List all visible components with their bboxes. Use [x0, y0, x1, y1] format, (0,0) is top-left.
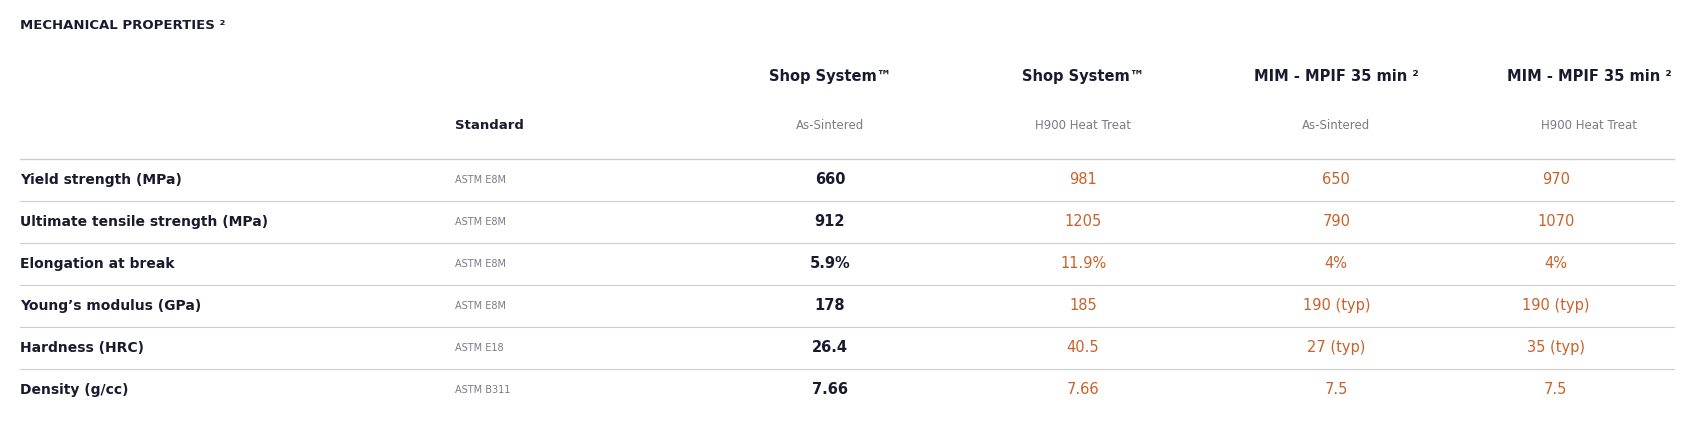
Text: Elongation at break: Elongation at break	[20, 257, 175, 271]
Text: 1205: 1205	[1064, 214, 1101, 230]
Text: Yield strength (MPa): Yield strength (MPa)	[20, 173, 182, 187]
Text: 190 (typ): 190 (typ)	[1522, 298, 1590, 314]
Text: Shop System™: Shop System™	[1022, 69, 1144, 84]
Text: Shop System™: Shop System™	[769, 69, 891, 84]
Text: MIM - MPIF 35 min ²: MIM - MPIF 35 min ²	[1254, 69, 1419, 84]
Text: Young’s modulus (GPa): Young’s modulus (GPa)	[20, 299, 200, 313]
Text: 650: 650	[1322, 173, 1351, 187]
Text: 35 (typ): 35 (typ)	[1527, 341, 1585, 355]
Text: 185: 185	[1069, 298, 1096, 314]
Text: 5.9%: 5.9%	[809, 257, 850, 271]
Text: Density (g/cc): Density (g/cc)	[20, 383, 129, 397]
Text: 190 (typ): 190 (typ)	[1303, 298, 1369, 314]
Text: 660: 660	[815, 173, 845, 187]
Text: 11.9%: 11.9%	[1061, 257, 1106, 271]
Text: 27 (typ): 27 (typ)	[1307, 341, 1366, 355]
Text: MECHANICAL PROPERTIES ²: MECHANICAL PROPERTIES ²	[20, 19, 226, 32]
Text: 7.66: 7.66	[1067, 382, 1100, 398]
Text: ASTM E8M: ASTM E8M	[455, 217, 506, 227]
Text: H900 Heat Treat: H900 Heat Treat	[1541, 119, 1638, 133]
Text: Ultimate tensile strength (MPa): Ultimate tensile strength (MPa)	[20, 215, 268, 229]
Text: 4%: 4%	[1325, 257, 1347, 271]
Text: MIM - MPIF 35 min ²: MIM - MPIF 35 min ²	[1507, 69, 1672, 84]
Text: 7.5: 7.5	[1325, 382, 1347, 398]
Text: ASTM E8M: ASTM E8M	[455, 301, 506, 311]
Text: 981: 981	[1069, 173, 1096, 187]
Text: As-Sintered: As-Sintered	[1302, 119, 1371, 133]
Text: ASTM E8M: ASTM E8M	[455, 175, 506, 185]
Text: 40.5: 40.5	[1067, 341, 1100, 355]
Text: 912: 912	[815, 214, 845, 230]
Text: 970: 970	[1541, 173, 1570, 187]
Text: 7.5: 7.5	[1544, 382, 1568, 398]
Text: 178: 178	[815, 298, 845, 314]
Text: As-Sintered: As-Sintered	[796, 119, 864, 133]
Text: 790: 790	[1322, 214, 1351, 230]
Text: Hardness (HRC): Hardness (HRC)	[20, 341, 144, 355]
Text: 26.4: 26.4	[811, 341, 848, 355]
Text: ASTM B311: ASTM B311	[455, 385, 511, 395]
Text: 7.66: 7.66	[811, 382, 848, 398]
Text: H900 Heat Treat: H900 Heat Treat	[1035, 119, 1132, 133]
Text: ASTM E18: ASTM E18	[455, 343, 504, 353]
Text: ASTM E8M: ASTM E8M	[455, 259, 506, 269]
Text: 4%: 4%	[1544, 257, 1568, 271]
Text: Standard: Standard	[455, 119, 524, 133]
Text: 1070: 1070	[1537, 214, 1575, 230]
